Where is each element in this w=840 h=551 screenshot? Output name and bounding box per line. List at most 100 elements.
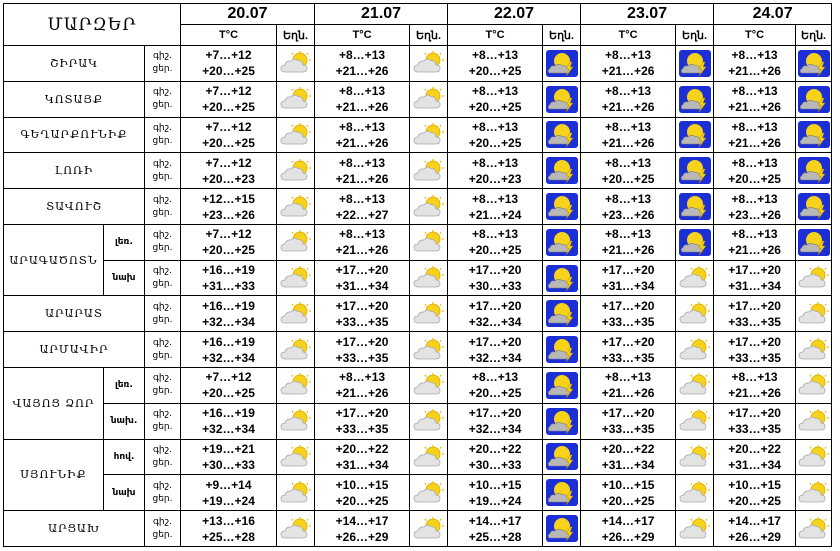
region-name: ՏԱՎՈՒՇ xyxy=(3,188,145,225)
weather-cell xyxy=(795,510,833,547)
night-temperature: +17…+20 xyxy=(335,263,389,278)
night-temperature: +17…+20 xyxy=(601,406,655,421)
weather-cell xyxy=(409,152,449,190)
day-temperature: +32…+34 xyxy=(202,314,255,329)
partly-cloudy-icon xyxy=(280,516,312,541)
day-label: ցեր. xyxy=(152,386,173,397)
night-temperature: +17…+20 xyxy=(728,334,781,349)
day-temperature: +31…+34 xyxy=(335,457,389,472)
day-temperature: +20…+25 xyxy=(202,243,255,258)
night-temperature: +17…+20 xyxy=(468,334,522,349)
sub-header-row: T°C Եղն. T°C Եղն. T°C Եղն. T°C Եղն. T°C … xyxy=(4,24,833,46)
night-temperature: +10…+15 xyxy=(335,477,389,492)
partly-cloudy-icon xyxy=(280,87,312,111)
temperature-cell: +14…+17 +26…+29 xyxy=(580,510,677,547)
night-temperature: +8…+13 xyxy=(472,48,519,63)
day-label: ցեր. xyxy=(152,457,173,468)
temperature-cell: +10…+15 +20…+25 xyxy=(314,474,411,512)
temperature-cell: +8…+13 +20…+25 xyxy=(447,223,544,261)
day-temperature: +32…+34 xyxy=(468,422,522,437)
region-row: ՍՅՈՒՆԻՔ հով. գիշ. ցեր. +19…+21 +30…+33 +20…+22… xyxy=(3,438,833,512)
weather-cell xyxy=(409,331,449,369)
day-temperature: +21…+24 xyxy=(468,207,522,222)
day-temperature: +20…+25 xyxy=(335,493,389,508)
weather-cell xyxy=(675,152,715,190)
weather-cell xyxy=(795,80,833,118)
date-header: 22.07 xyxy=(447,3,582,25)
temperature-cell: +14…+17 +26…+29 xyxy=(713,510,797,547)
night-temperature: +8…+13 xyxy=(731,155,778,170)
thunderstorm-icon xyxy=(545,228,578,256)
region-name: ԱՐԱՐԱՏ xyxy=(3,295,145,333)
day-temperature: +23…+26 xyxy=(728,207,781,222)
night-temperature: +8…+13 xyxy=(731,119,778,134)
day-temperature: +21…+26 xyxy=(728,135,781,150)
thunderstorm-icon xyxy=(797,157,830,185)
region-name: ԿՈՏԱՅՔ xyxy=(3,80,145,118)
weather-cell xyxy=(675,259,715,297)
partly-cloudy-icon xyxy=(280,409,312,433)
day-label: ցեր. xyxy=(152,135,173,146)
temperature-cell: +17…+20 +31…+34 xyxy=(314,259,411,297)
night-temperature: +20…+22 xyxy=(601,441,655,456)
temperature-cell: +17…+20 +33…+35 xyxy=(314,295,411,333)
night-temperature: +8…+13 xyxy=(339,227,386,242)
thunderstorm-icon xyxy=(678,49,711,77)
day-label: ցեր. xyxy=(152,100,173,111)
period-labels: գիշ. ցեր. xyxy=(143,116,182,154)
temperature-cell: +8…+13 +21…+26 xyxy=(580,223,677,261)
day-temperature: +21…+26 xyxy=(335,100,389,115)
partly-cloudy-icon xyxy=(413,480,445,505)
temperature-cell: +8…+13 +21…+26 xyxy=(580,80,677,118)
weather-cell xyxy=(795,438,833,476)
partly-cloudy-icon xyxy=(798,409,830,433)
night-temperature: +8…+13 xyxy=(731,191,778,206)
night-temperature: +8…+13 xyxy=(472,227,519,242)
weather-cell xyxy=(675,510,715,547)
partly-cloudy-icon xyxy=(798,337,830,362)
weather-cell xyxy=(542,80,582,118)
night-label: գիշ. xyxy=(153,122,172,133)
thunderstorm-icon xyxy=(678,193,711,221)
temperature-cell: +17…+20 +33…+35 xyxy=(713,331,797,369)
temperature-cell: +8…+13 +23…+26 xyxy=(713,188,797,225)
weather-cell xyxy=(542,223,582,261)
temperature-cell: +8…+13 +20…+25 xyxy=(447,80,544,118)
temperature-cell: +14…+17 +26…+29 xyxy=(314,510,411,547)
night-temperature: +8…+13 xyxy=(339,48,386,63)
night-label: գիշ. xyxy=(153,194,172,205)
weather-cell xyxy=(795,259,833,297)
day-temperature: +20…+25 xyxy=(468,100,522,115)
night-temperature: +17…+20 xyxy=(468,263,522,278)
weather-column-header: Եղն. xyxy=(795,24,833,46)
date-header-row: ՄԱՐԶԵՐ 20.07 21.07 22.07 23.07 24.07 xyxy=(2,3,833,46)
day-temperature: +19…+24 xyxy=(202,493,255,508)
weather-column-header: Եղն. xyxy=(542,24,582,46)
temperature-cell: +7…+12 +20…+25 xyxy=(180,45,278,82)
weather-cell xyxy=(276,223,316,261)
day-temperature: +31…+34 xyxy=(601,457,655,472)
day-temperature: +19…+24 xyxy=(468,493,522,508)
weather-cell xyxy=(409,474,449,512)
temperature-cell: +7…+12 +20…+25 xyxy=(180,223,278,261)
date-header: 20.07 xyxy=(180,3,316,25)
temperature-cell: +7…+12 +20…+23 xyxy=(180,152,278,190)
night-temperature: +8…+13 xyxy=(731,370,778,385)
night-temperature: +17…+20 xyxy=(728,406,781,421)
day-temperature: +33…+35 xyxy=(335,314,389,329)
day-temperature: +32…+34 xyxy=(468,314,522,329)
night-temperature: +8…+13 xyxy=(339,84,386,99)
day-temperature: +30…+33 xyxy=(468,279,522,294)
night-temperature: +14…+17 xyxy=(335,513,389,528)
night-temperature: +8…+13 xyxy=(339,370,386,385)
day-temperature: +33…+35 xyxy=(601,314,655,329)
temperature-cell: +10…+15 +20…+25 xyxy=(713,474,797,512)
weather-cell xyxy=(795,295,833,333)
weather-cell xyxy=(276,367,316,404)
night-temperature: +7…+12 xyxy=(205,84,252,99)
region-row: ԼՈՌԻ գիշ. ցեր. +7…+12 +20…+23 +8…+13 +21…+26 +8… xyxy=(3,152,833,190)
night-temperature: +8…+13 xyxy=(472,84,519,99)
partly-cloudy-icon xyxy=(413,122,445,147)
weather-cell xyxy=(409,295,449,333)
temperature-cell: +16…+19 +32…+34 xyxy=(180,295,278,333)
